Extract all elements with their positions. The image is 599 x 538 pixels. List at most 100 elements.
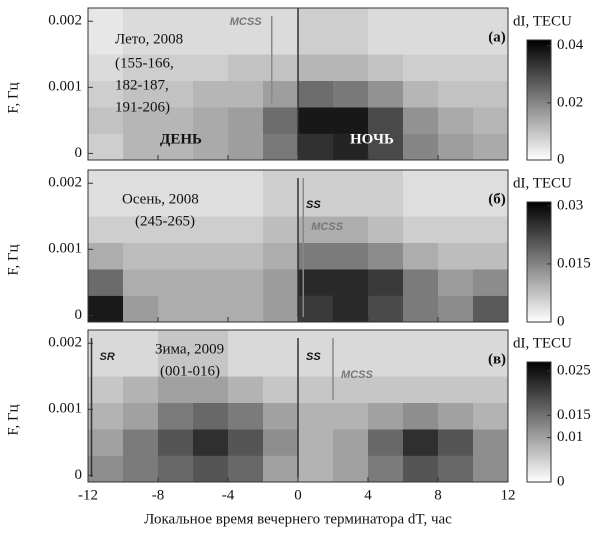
heat-cell — [158, 54, 194, 81]
heat-cell — [88, 429, 124, 456]
heat-cell — [403, 80, 439, 108]
heat-cell — [473, 8, 509, 55]
heat-cell — [158, 269, 194, 296]
heat-cell — [88, 133, 124, 161]
heat-cell — [298, 133, 334, 161]
annotation: Зима, 2009 — [155, 341, 224, 357]
colorbar — [526, 361, 552, 483]
heat-cell — [228, 133, 264, 161]
colorbar-tick-label: 0.01 — [557, 429, 583, 445]
heat-cell — [123, 54, 159, 81]
heat-cell — [368, 242, 404, 270]
heat-cell — [88, 376, 124, 403]
colorbar-tick-label: 0.03 — [557, 197, 583, 213]
heat-cell — [193, 402, 229, 430]
heat-cell — [438, 455, 474, 483]
heat-cell — [473, 242, 509, 270]
heat-cell — [263, 455, 299, 483]
heat-cell — [403, 269, 439, 296]
heat-cell — [88, 107, 124, 134]
heat-cell — [158, 170, 194, 217]
heat-cell — [263, 295, 299, 323]
heat-cell — [333, 107, 369, 134]
heat-cell — [368, 330, 404, 377]
heat-cell — [228, 242, 264, 270]
colorbar-label: dI, TECU — [513, 335, 572, 351]
colorbar-label: dI, TECU — [513, 13, 572, 29]
colorbar-tick-label: 0.015 — [557, 407, 591, 423]
heat-cell — [193, 295, 229, 323]
heat-cell — [403, 216, 439, 243]
y-axis-label: F, Гц — [5, 404, 21, 435]
heat-cell — [333, 295, 369, 323]
panel-label: (б) — [488, 191, 506, 207]
heat-cell — [368, 54, 404, 81]
heat-cell — [193, 133, 229, 161]
heat-cell — [298, 455, 334, 483]
heat-cell — [88, 216, 124, 243]
heat-cell — [158, 402, 194, 430]
heat-cell — [193, 8, 229, 55]
heat-cell — [438, 107, 474, 134]
heat-cell — [263, 330, 299, 377]
heat-cell — [158, 8, 194, 55]
heat-cell — [298, 330, 334, 377]
heat-cell — [333, 330, 369, 377]
x-tick-label: -8 — [152, 487, 165, 503]
heat-cell — [88, 330, 124, 377]
heat-cell — [298, 54, 334, 81]
annotation: НОЧЬ — [350, 131, 394, 147]
heat-cell — [263, 402, 299, 430]
heat-cell — [123, 216, 159, 243]
x-axis-label: Локальное время вечернего терминатора dT… — [144, 511, 452, 527]
heat-cell — [438, 54, 474, 81]
heat-cell — [438, 429, 474, 456]
heat-cell — [333, 170, 369, 217]
heat-cell — [473, 133, 509, 161]
x-tick-label: 0 — [294, 487, 302, 503]
heat-cell — [228, 295, 264, 323]
colorbar-tick-label: 0 — [557, 473, 565, 489]
y-tick-label: 0.002 — [48, 175, 82, 191]
heat-cell — [368, 8, 404, 55]
y-tick-label: 0 — [75, 145, 83, 161]
annotation: (245-265) — [135, 213, 195, 229]
heat-cell — [123, 242, 159, 270]
heat-cell — [368, 269, 404, 296]
heat-cell — [333, 242, 369, 270]
heat-cell — [438, 295, 474, 323]
heat-cell — [333, 429, 369, 456]
heat-cell — [333, 54, 369, 81]
colorbar — [526, 39, 552, 161]
heat-cell — [298, 376, 334, 403]
heat-cell — [403, 295, 439, 323]
colorbar-tick-label: 0.04 — [557, 37, 584, 53]
heat-cell — [123, 80, 159, 108]
colorbar-tick-label: 0.015 — [557, 255, 591, 271]
heat-cell — [473, 429, 509, 456]
heat-cell — [158, 107, 194, 134]
colorbar — [526, 201, 552, 323]
heat-cell — [263, 54, 299, 81]
annotation: ДЕНЬ — [160, 131, 202, 147]
annotation: (001-016) — [160, 363, 220, 379]
x-tick-label: 12 — [501, 487, 516, 503]
heat-cell — [158, 216, 194, 243]
heat-cell — [228, 170, 264, 217]
annotation: 191-206) — [115, 99, 170, 115]
heat-cell — [333, 80, 369, 108]
panel-label: (а) — [488, 29, 506, 45]
y-tick-label: 0.002 — [48, 335, 82, 351]
marker-label: SS — [306, 351, 321, 363]
heat-cell — [263, 429, 299, 456]
heat-cell — [298, 8, 334, 55]
heat-cell — [438, 170, 474, 217]
heat-cell — [88, 80, 124, 108]
heat-cell — [403, 133, 439, 161]
y-tick-label: 0.001 — [48, 79, 82, 95]
heat-cell — [88, 54, 124, 81]
x-tick-label: -4 — [222, 487, 235, 503]
heat-cell — [193, 107, 229, 134]
heat-cell — [88, 295, 124, 323]
heat-cell — [473, 376, 509, 403]
